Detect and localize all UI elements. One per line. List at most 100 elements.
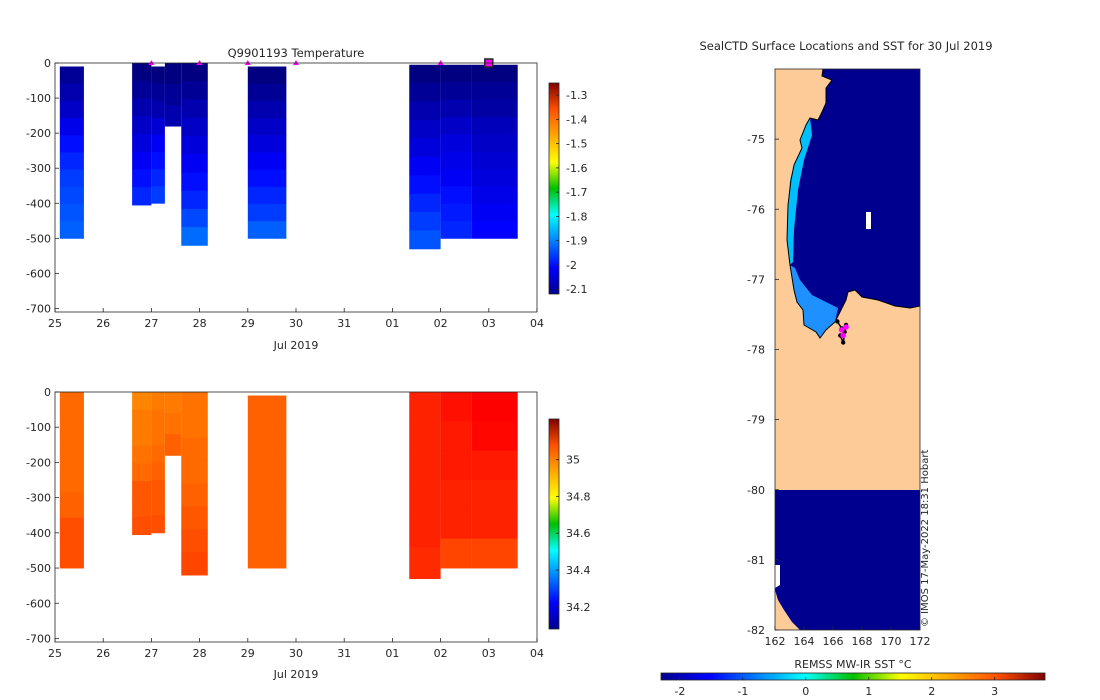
- map-area: [775, 68, 921, 630]
- profile-7-cell-5: [440, 538, 472, 569]
- x-tick-label: 02: [434, 317, 448, 330]
- coastal-warm-water: [790, 265, 838, 338]
- profile-3-cell-0: [164, 63, 182, 85]
- x-tick-label: 31: [337, 647, 351, 660]
- map-x-tick-label: 170: [881, 635, 902, 648]
- profile-7-cell-7: [440, 186, 472, 205]
- map-y-tick-label: -80: [747, 484, 765, 497]
- profile-8-cell-9: [471, 220, 518, 239]
- map-colorbar-tick-label: 1: [865, 685, 872, 698]
- profile-5-cell-8: [247, 203, 287, 222]
- x-tick-label: 29: [241, 647, 255, 660]
- profile-7-cell-4: [440, 134, 472, 152]
- colorbar-tick-label: -2.1: [566, 283, 587, 296]
- map-colorbar-tick-label: -1: [737, 685, 748, 698]
- x-tick-label: 01: [385, 647, 399, 660]
- profile-1-cell-6: [132, 498, 152, 518]
- profile-1-cell-3: [132, 116, 152, 135]
- temperature-cells: [59, 63, 518, 250]
- profile-2-cell-1: [151, 409, 165, 428]
- profile-7-cell-0: [440, 64, 472, 83]
- profile-0-cell-0: [59, 392, 84, 418]
- profile-8-cell-0: [471, 392, 518, 422]
- profile-0-cell-5: [59, 517, 84, 544]
- profile-6-cell-4: [409, 516, 441, 548]
- profile-5-cell-0: [247, 395, 287, 425]
- profile-8-cell-1: [471, 82, 518, 100]
- x-tick-label: 04: [530, 647, 544, 660]
- map-colorbar-label: REMSS MW-IR SST °C: [794, 658, 912, 671]
- profile-1-cell-0: [132, 392, 152, 411]
- x-tick-label: 04: [530, 317, 544, 330]
- profile-1-cell-0: [132, 63, 152, 82]
- ice-patch: [866, 212, 871, 229]
- colorbar-tick-label: -1.4: [566, 113, 587, 126]
- profile-3-cell-0: [164, 392, 182, 414]
- profile-2-cell-7: [151, 186, 165, 204]
- x-tick-label: 03: [482, 647, 496, 660]
- profile-0-cell-6: [59, 542, 84, 569]
- temperature-colorbar: [548, 82, 560, 295]
- profile-4-cell-5: [181, 506, 208, 530]
- x-tick-label: 27: [144, 647, 158, 660]
- map-surface-markers: [838, 324, 849, 339]
- colorbar-tick-label: -1.9: [566, 235, 587, 248]
- profile-4-cell-7: [181, 190, 208, 210]
- profile-0-cell-4: [59, 135, 84, 153]
- salinity-colorbar-ticks: 35 34.8 34.6 34.4 34.2: [556, 454, 591, 614]
- profile-2-cell-7: [151, 515, 165, 534]
- x-tick-label: 01: [385, 317, 399, 330]
- map-y-tick-label: -79: [747, 414, 765, 427]
- profile-6-cell-1: [409, 423, 441, 455]
- profile-5-cell-3: [247, 118, 287, 136]
- colorbar-tick-label: -1.5: [566, 138, 587, 151]
- y-tick-label: -200: [26, 127, 51, 140]
- colorbar-tick-label: -1.6: [566, 162, 587, 175]
- profile-3-cell-1: [164, 413, 182, 435]
- x-tick-label: 02: [434, 647, 448, 660]
- y-tick-label: -400: [26, 527, 51, 540]
- map-y-tick-label: -82: [747, 624, 765, 637]
- colorbar-tick-label: -1.8: [566, 210, 587, 223]
- profile-6-cell-4: [409, 138, 441, 158]
- profile-4-cell-7: [181, 552, 208, 576]
- profile-5-cell-2: [247, 100, 287, 119]
- surface-marker-1: [196, 60, 203, 65]
- sst-map-panel: SealCTD Surface Locations and SST for 30…: [660, 39, 1046, 698]
- colorbar-tick-label: 34.2: [566, 601, 591, 614]
- x-tick-label: 03: [482, 317, 496, 330]
- profile-0-cell-3: [59, 467, 84, 493]
- profile-8-cell-2: [471, 99, 518, 118]
- ross-sea-ocean: [787, 69, 920, 338]
- profile-6-cell-9: [409, 230, 441, 250]
- profile-2-cell-0: [151, 392, 165, 411]
- temperature-title: Q9901193 Temperature: [228, 46, 365, 60]
- profile-1-cell-7: [132, 516, 152, 536]
- temperature-x-label: Jul 2019: [273, 339, 319, 352]
- map-x-tick-label: 168: [852, 635, 873, 648]
- profile-5-cell-6: [247, 169, 287, 188]
- map-colorbar-ticks: -2 -1 0 1 2 3: [674, 677, 998, 698]
- colorbar-tick-label: 35: [566, 454, 580, 467]
- profile-0-cell-2: [59, 442, 84, 468]
- profile-7-cell-6: [440, 168, 472, 187]
- y-tick-label: -200: [26, 456, 51, 469]
- profile-0-cell-0: [59, 66, 84, 85]
- profile-7-cell-9: [440, 220, 472, 239]
- y-tick-label: -100: [26, 421, 51, 434]
- surface-marker-4: [437, 60, 444, 65]
- map-surface-marker-1: [843, 324, 849, 330]
- surface-marker-2: [244, 60, 251, 65]
- profile-8-cell-5: [471, 538, 518, 569]
- profile-6-cell-5: [409, 547, 441, 580]
- profile-8-cell-5: [471, 151, 518, 170]
- profile-1-cell-1: [132, 80, 152, 99]
- map-y-tick-label: -81: [747, 554, 765, 567]
- profile-8-cell-4: [471, 509, 518, 540]
- profile-3-cell-1: [164, 84, 182, 106]
- profile-4-cell-2: [181, 99, 208, 119]
- profile-8-cell-2: [471, 450, 518, 481]
- profile-6-cell-2: [409, 454, 441, 486]
- profile-0-cell-1: [59, 417, 84, 443]
- map-x-tick-label: 172: [910, 635, 931, 648]
